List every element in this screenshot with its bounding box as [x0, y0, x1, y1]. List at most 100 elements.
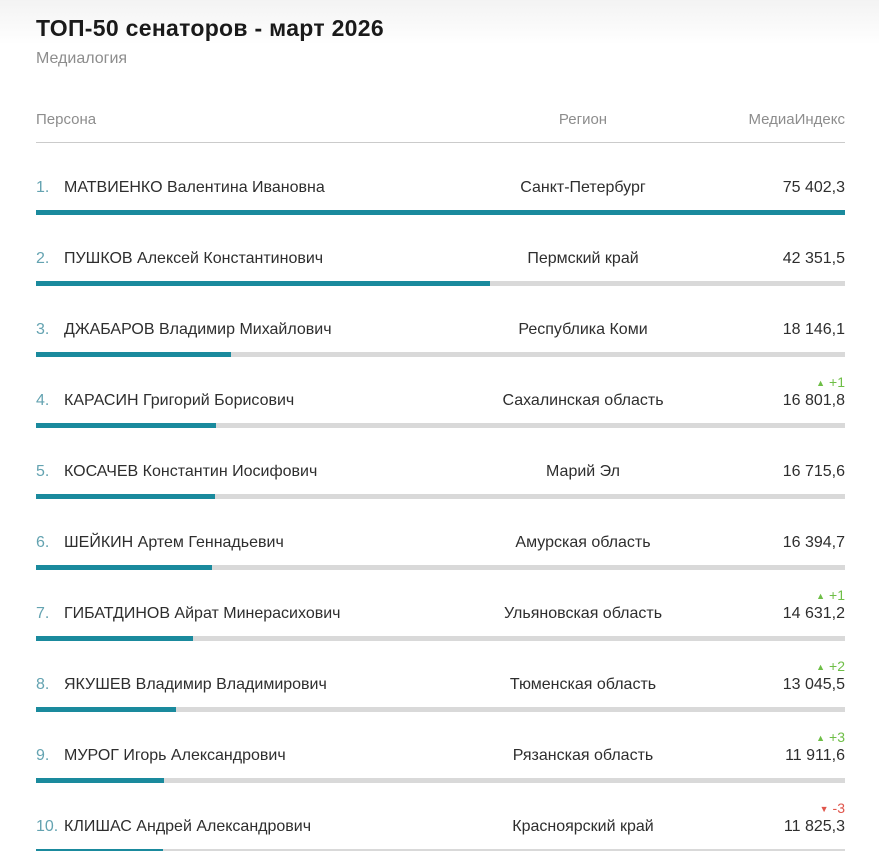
rank-number: 8.	[36, 675, 50, 693]
rank-change-value: -3	[832, 799, 845, 816]
person-name: МУРОГ Игорь Александрович	[64, 746, 286, 764]
person-name: ЯКУШЕВ Владимир Владимирович	[64, 675, 327, 693]
page-title: ТОП-50 сенаторов - март 2026	[36, 15, 384, 41]
person-name: КОСАЧЕВ Константин Иосифович	[64, 462, 318, 480]
rank-change-arrow-icon: ▲	[816, 590, 826, 601]
person-name: ПУШКОВ Алексей Константинович	[64, 249, 324, 267]
rank-change-value: +2	[829, 657, 845, 674]
media-index-bar-fill	[36, 281, 491, 286]
rank-change-arrow-icon: ▲	[816, 732, 826, 743]
table-row-main: 6. ШЕЙКИН Артем Геннадьевич Амурская обл…	[36, 508, 845, 565]
media-index-cell: ▲ +3 11 911,6	[725, 729, 845, 765]
region-name: Ульяновская область	[503, 604, 663, 622]
region-name: Рязанская область	[512, 746, 654, 764]
table-row-main: 4. КАРАСИН Григорий Борисович Сахалинска…	[36, 366, 845, 423]
media-index-bar-track	[36, 494, 845, 499]
media-index-bar-fill	[36, 352, 231, 357]
media-index-bar-fill	[36, 210, 845, 215]
media-index-value: 11 825,3	[783, 817, 845, 835]
rank-number: 10.	[36, 817, 59, 835]
table-row: 9. МУРОГ Игорь Александрович Рязанская о…	[36, 721, 845, 792]
table-row-main: 5. КОСАЧЕВ Константин Иосифович Марий Эл…	[36, 437, 845, 494]
media-index-value: 14 631,2	[782, 604, 845, 622]
rank-change-badge: ▲ +1	[816, 374, 845, 391]
media-index-bar-track	[36, 778, 845, 783]
region-name: Красноярский край	[512, 817, 654, 835]
media-index-value: 16 715,6	[782, 462, 845, 480]
rank-number: 1.	[36, 178, 50, 196]
media-index-bar-track	[36, 565, 845, 570]
person-name: ГИБАТДИНОВ Айрат Минерасихович	[64, 604, 341, 622]
media-index-cell: ▼ -3 11 825,3	[725, 800, 845, 836]
media-index-cell: ▲ +1 14 631,2	[725, 587, 845, 623]
media-index-cell: 75 402,3	[725, 179, 845, 197]
table-row: 7. ГИБАТДИНОВ Айрат Минерасихович Ульяно…	[36, 579, 845, 650]
column-header-person: Персона	[36, 111, 97, 128]
media-index-bar-track	[36, 423, 845, 428]
table-row: 10. КЛИШАС Андрей Александрович Краснояр…	[36, 792, 845, 851]
rank-number: 6.	[36, 533, 50, 551]
media-index-value: 42 351,5	[782, 249, 845, 267]
media-index-bar-fill	[36, 778, 164, 783]
media-index-bar-fill	[36, 423, 217, 428]
person-name: КАРАСИН Григорий Борисович	[64, 391, 295, 409]
media-index-bar-track	[36, 707, 845, 712]
media-index-bar-track	[36, 210, 845, 215]
media-index-value: 11 911,6	[785, 746, 845, 764]
media-index-value: 16 394,7	[782, 533, 845, 551]
rank-change-badge: ▲ +3	[816, 729, 845, 746]
rank-number: 2.	[36, 249, 50, 267]
table-row-main: 9. МУРОГ Игорь Александрович Рязанская о…	[36, 721, 845, 778]
rank-number: 7.	[36, 604, 50, 622]
table-row-main: 7. ГИБАТДИНОВ Айрат Минерасихович Ульяно…	[36, 579, 845, 636]
person-name: КЛИШАС Андрей Александрович	[64, 817, 312, 835]
media-index-value: 16 801,8	[782, 391, 845, 409]
media-index-cell: ▲ +1 16 801,8	[725, 374, 845, 410]
region-name: Пермский край	[527, 249, 639, 267]
table-row: 2. ПУШКОВ Алексей Константинович Пермски…	[36, 224, 845, 295]
media-index-cell: 18 146,1	[725, 321, 845, 339]
media-index-cell: 16 715,6	[725, 463, 845, 481]
person-name: ШЕЙКИН Артем Геннадьевич	[64, 533, 284, 551]
region-name: Санкт-Петербург	[520, 178, 646, 196]
table-row: 3. ДЖАБАРОВ Владимир Михайлович Республи…	[36, 295, 845, 366]
table-row-main: 1. МАТВИЕНКО Валентина Ивановна Санкт-Пе…	[36, 153, 845, 210]
table-row: 8. ЯКУШЕВ Владимир Владимирович Тюменска…	[36, 650, 845, 721]
media-index-bar-fill	[36, 565, 212, 570]
media-index-bar-fill	[36, 494, 216, 499]
media-index-bar-track	[36, 281, 845, 286]
rank-change-value: +1	[829, 373, 845, 390]
rank-number: 5.	[36, 462, 50, 480]
region-name: Амурская область	[515, 533, 651, 551]
media-index-cell: 42 351,5	[725, 250, 845, 268]
page-subtitle: Медиалогия	[36, 50, 128, 67]
media-index-bar-track	[36, 352, 845, 357]
table-header: Персона Регион МедиаИндекс	[36, 110, 845, 143]
table-row: 5. КОСАЧЕВ Константин Иосифович Марий Эл…	[36, 437, 845, 508]
rank-change-arrow-icon: ▲	[816, 661, 826, 672]
region-name: Марий Эл	[546, 462, 620, 480]
ranking-list: 1. МАТВИЕНКО Валентина Ивановна Санкт-Пе…	[36, 153, 845, 851]
media-index-bar-fill	[36, 849, 163, 851]
rank-change-badge: ▲ +1	[816, 587, 845, 604]
rank-number: 3.	[36, 320, 50, 338]
person-name: ДЖАБАРОВ Владимир Михайлович	[64, 320, 332, 338]
table-row-main: 10. КЛИШАС Андрей Александрович Краснояр…	[36, 792, 845, 849]
table-row: 1. МАТВИЕНКО Валентина Ивановна Санкт-Пе…	[36, 153, 845, 224]
region-name: Сахалинская область	[502, 391, 664, 409]
media-index-cell: ▲ +2 13 045,5	[725, 658, 845, 694]
table-row-main: 2. ПУШКОВ Алексей Константинович Пермски…	[36, 224, 845, 281]
region-name: Тюменская область	[509, 675, 657, 693]
media-index-bar-track	[36, 849, 845, 851]
rank-number: 4.	[36, 391, 50, 409]
person-name: МАТВИЕНКО Валентина Ивановна	[64, 178, 325, 196]
rank-change-value: +1	[829, 586, 845, 603]
rank-number: 9.	[36, 746, 50, 764]
table-row-main: 3. ДЖАБАРОВ Владимир Михайлович Республи…	[36, 295, 845, 352]
media-index-bar-fill	[36, 707, 176, 712]
media-index-value: 13 045,5	[782, 675, 845, 693]
media-index-bar-track	[36, 636, 845, 641]
media-index-value: 18 146,1	[782, 320, 845, 338]
media-index-bar-fill	[36, 636, 193, 641]
